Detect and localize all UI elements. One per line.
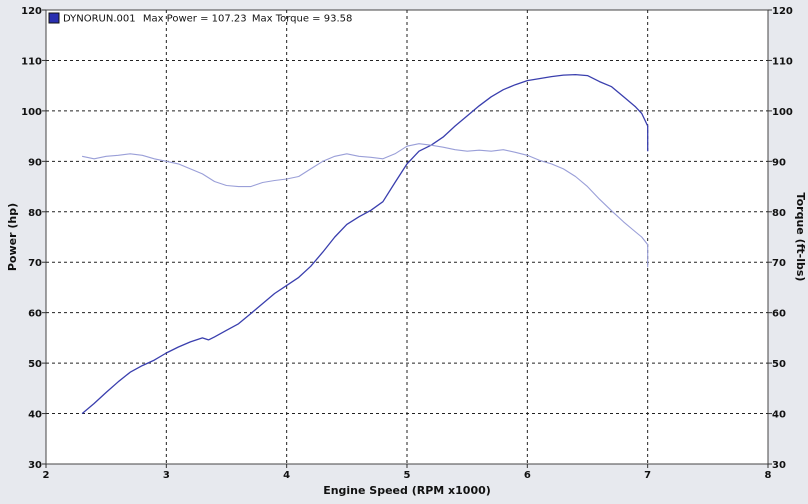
y-axis-title-left: Power (hp) bbox=[6, 203, 19, 271]
legend-label: DYNORUN.001 Max Power = 107.23 Max Torqu… bbox=[63, 14, 352, 25]
legend: DYNORUN.001 Max Power = 107.23 Max Torqu… bbox=[48, 12, 352, 25]
y-tick-label-right: 30 bbox=[772, 460, 786, 471]
y-tick-label-right: 90 bbox=[772, 157, 786, 168]
x-axis-title: Engine Speed (RPM x1000) bbox=[323, 484, 491, 497]
y-tick-label-left: 70 bbox=[28, 258, 42, 269]
y-tick-label-right: 120 bbox=[772, 6, 793, 17]
x-tick-label: 4 bbox=[283, 470, 290, 481]
y-tick-label-right: 110 bbox=[772, 56, 793, 67]
x-tick-label: 3 bbox=[163, 470, 170, 481]
x-tick-label: 6 bbox=[524, 470, 531, 481]
y-tick-label-left: 30 bbox=[28, 460, 42, 471]
legend-max-power: Max Power = 107.23 bbox=[143, 14, 247, 25]
y-tick-label-right: 80 bbox=[772, 208, 786, 219]
y-tick-label-left: 90 bbox=[28, 157, 42, 168]
legend-max-torque: Max Torque = 93.58 bbox=[252, 14, 353, 25]
x-tick-label: 8 bbox=[765, 470, 772, 481]
y-tick-label-left: 100 bbox=[21, 107, 42, 118]
y-tick-label-right: 60 bbox=[772, 309, 786, 320]
y-tick-label-right: 100 bbox=[772, 107, 793, 118]
y-tick-label-left: 50 bbox=[28, 359, 42, 370]
y-tick-label-left: 110 bbox=[21, 56, 42, 67]
series-line-torque bbox=[81, 143, 649, 268]
y-tick-label-left: 120 bbox=[21, 6, 42, 17]
y-tick-label-right: 40 bbox=[772, 410, 786, 421]
y-tick-label-right: 50 bbox=[772, 359, 786, 370]
x-tick-label: 2 bbox=[43, 470, 50, 481]
x-tick-label: 5 bbox=[404, 470, 411, 481]
y-tick-label-left: 40 bbox=[28, 410, 42, 421]
series-line-power bbox=[81, 73, 649, 415]
y-axis-title-right: Torque (ft-lbs) bbox=[794, 193, 807, 282]
x-tick-label: 7 bbox=[644, 470, 651, 481]
y-tick-label-left: 80 bbox=[28, 208, 42, 219]
y-tick-label-left: 60 bbox=[28, 309, 42, 320]
y-tick-label-right: 70 bbox=[772, 258, 786, 269]
series bbox=[81, 73, 649, 415]
legend-run: DYNORUN.001 bbox=[63, 14, 136, 25]
legend-swatch bbox=[48, 12, 60, 24]
